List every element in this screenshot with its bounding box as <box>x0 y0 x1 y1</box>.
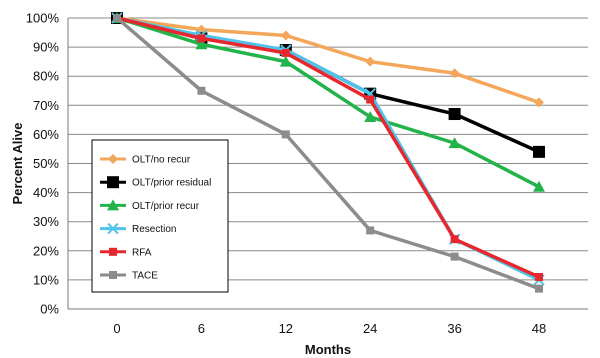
legend-label: OLT/prior recur <box>132 201 200 212</box>
series-line <box>116 16 540 279</box>
data-series <box>111 12 545 293</box>
y-tick-label: 70% <box>33 98 59 113</box>
data-point <box>107 176 119 189</box>
x-tick-label: 36 <box>447 321 461 336</box>
legend-item: RFA <box>100 247 152 258</box>
data-point <box>281 48 290 57</box>
legend-item: OLT/no recur <box>100 154 191 166</box>
legend: OLT/no recur OLT/prior residual OLT/prior … <box>91 139 229 293</box>
series-line <box>116 16 540 105</box>
data-point <box>195 38 208 50</box>
legend-item: Resection <box>100 222 176 235</box>
series-line <box>116 16 540 189</box>
data-point <box>448 108 461 121</box>
data-point <box>450 235 459 244</box>
x-tick-label: 0 <box>113 321 120 336</box>
legend-item: OLT/prior residual <box>100 176 211 189</box>
data-point <box>449 68 460 79</box>
y-tick-label: 20% <box>33 243 59 258</box>
data-point <box>107 222 119 235</box>
legend-item: TACE <box>100 271 158 282</box>
data-point <box>109 247 117 256</box>
y-tick-label: 100% <box>26 11 60 26</box>
data-point <box>533 180 545 192</box>
legend-label: RFA <box>132 247 152 258</box>
x-axis-ticks: 0 6 12 24 36 48 <box>113 321 546 336</box>
y-tick-label: 40% <box>33 185 59 200</box>
y-tick-label: 90% <box>33 40 59 55</box>
legend-label: TACE <box>132 271 158 282</box>
data-point <box>280 30 291 41</box>
data-point-stroke <box>107 222 119 235</box>
y-tick-label: 10% <box>33 272 59 287</box>
y-axis-title: Percent Alive <box>10 123 25 205</box>
legend-label: Resection <box>132 224 176 235</box>
data-point <box>450 252 459 261</box>
legend-label: OLT/prior residual <box>132 178 211 189</box>
data-point <box>109 271 117 279</box>
data-point <box>113 14 121 22</box>
data-point <box>107 199 119 211</box>
data-point <box>108 154 118 164</box>
data-point <box>365 56 376 67</box>
data-point <box>364 110 377 122</box>
series-line <box>115 16 540 291</box>
data-point <box>535 272 543 281</box>
data-point <box>366 226 375 235</box>
data-point <box>534 97 544 108</box>
data-point <box>197 86 206 95</box>
y-tick-label: 0% <box>40 302 59 317</box>
data-point <box>366 95 375 104</box>
legend-item: OLT/prior recur <box>100 199 200 212</box>
data-point <box>535 284 543 293</box>
x-tick-label: 48 <box>532 321 546 336</box>
x-tick-label: 24 <box>363 321 377 336</box>
legend-label: OLT/no recur <box>132 155 191 166</box>
data-point <box>197 34 206 43</box>
data-point <box>533 145 545 158</box>
y-tick-label: 30% <box>33 214 59 229</box>
x-tick-label: 6 <box>198 321 205 336</box>
y-axis-ticks: 0% 10% 20% 30% 40% 50% 60% 70% 80% 90% 100% <box>26 11 60 317</box>
y-tick-label: 60% <box>33 127 59 142</box>
y-tick-label: 80% <box>33 69 59 84</box>
data-point <box>281 130 290 139</box>
y-tick-label: 50% <box>33 156 59 171</box>
series-olt-prior-recur <box>111 12 545 192</box>
x-tick-label: 12 <box>279 321 293 336</box>
legend-box <box>91 139 229 293</box>
series-olt-no-recur <box>112 13 544 108</box>
data-point <box>279 55 292 67</box>
series-tace <box>113 14 543 293</box>
x-axis-title: Months <box>305 342 351 357</box>
data-point <box>448 137 461 149</box>
